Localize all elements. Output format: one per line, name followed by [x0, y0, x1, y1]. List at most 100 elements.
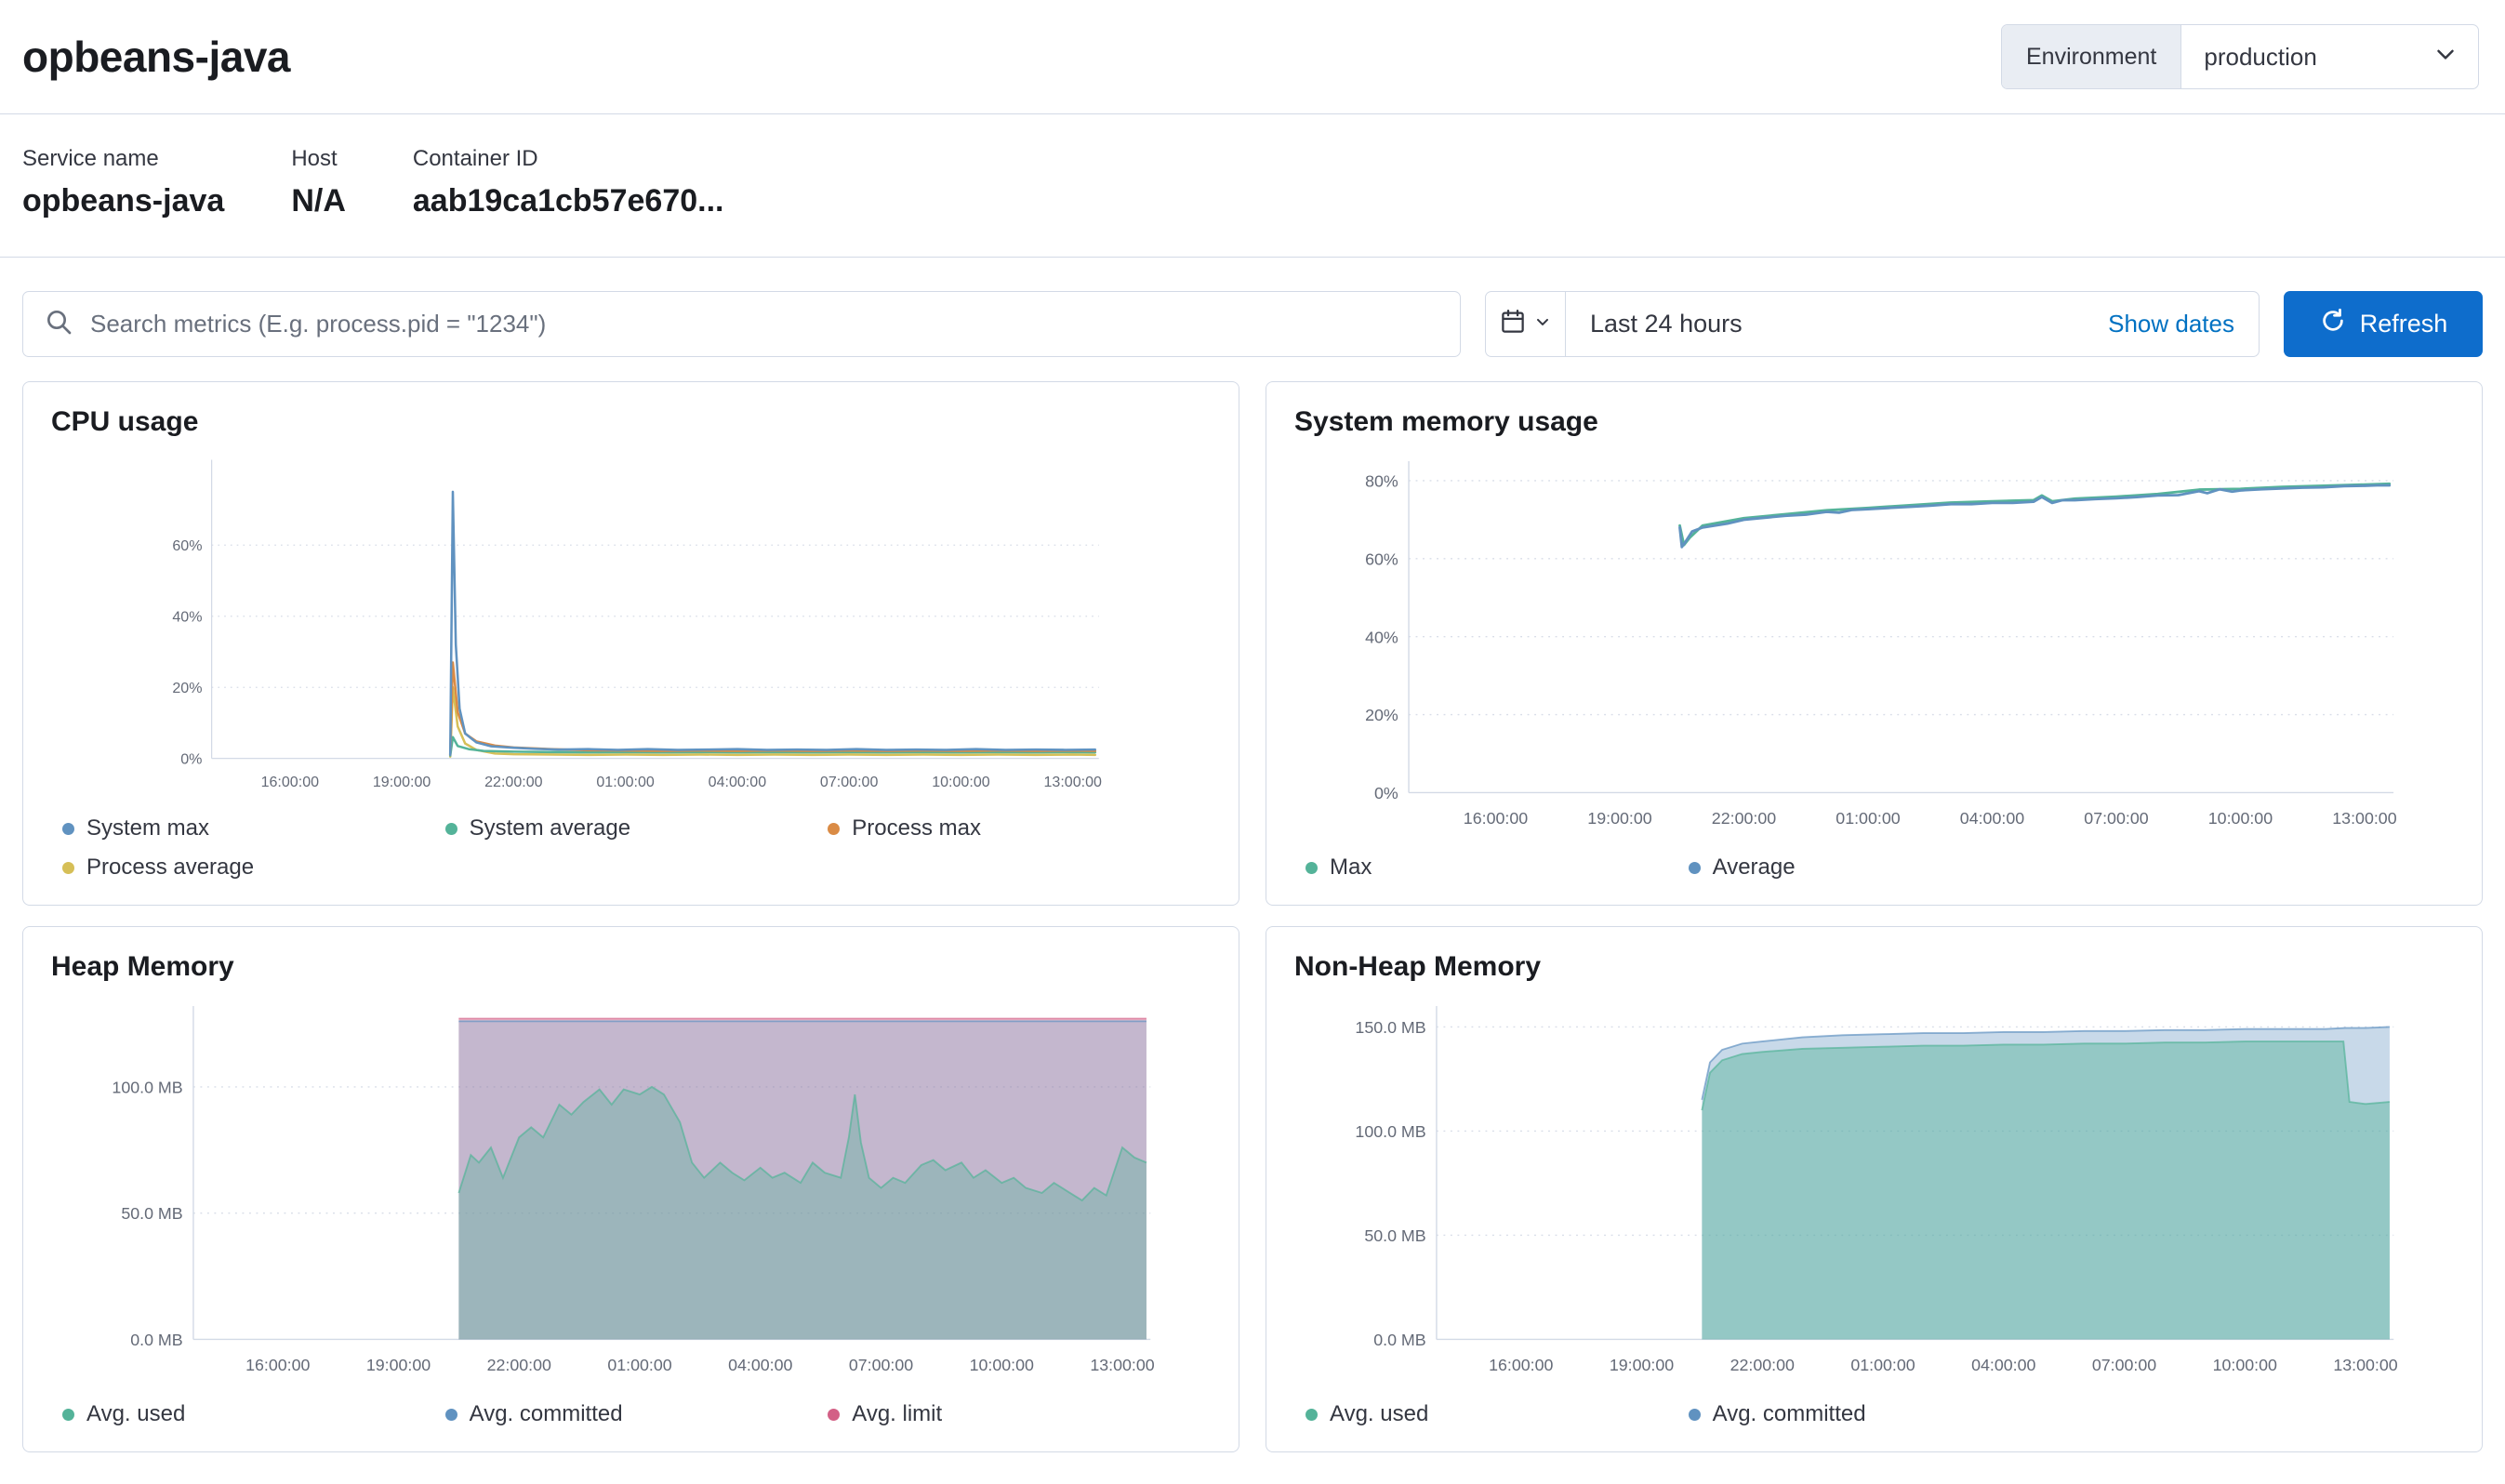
- svg-text:80%: 80%: [1365, 472, 1398, 491]
- host-block: Host N/A: [291, 146, 346, 219]
- container-id-block: Container ID aab19ca1cb57e670...: [413, 146, 724, 219]
- svg-text:150.0 MB: 150.0 MB: [1355, 1018, 1425, 1037]
- non-heap-memory-legend: Avg. used Avg. committed: [1294, 1401, 2454, 1427]
- svg-text:13:00:00: 13:00:00: [1090, 1356, 1154, 1374]
- svg-text:20%: 20%: [172, 680, 202, 696]
- legend-item[interactable]: Avg. committed: [444, 1401, 828, 1427]
- heap-memory-title: Heap Memory: [51, 951, 234, 982]
- service-name-block: Service name opbeans-java: [22, 146, 224, 219]
- svg-text:13:00:00: 13:00:00: [2333, 1356, 2397, 1374]
- svg-text:19:00:00: 19:00:00: [1610, 1356, 1674, 1374]
- svg-text:16:00:00: 16:00:00: [245, 1356, 310, 1374]
- host-value: N/A: [291, 183, 346, 219]
- legend-label: Avg. limit: [852, 1401, 943, 1426]
- legend-label: System average: [469, 815, 631, 841]
- legend-dot-icon: [1688, 1408, 1701, 1421]
- cpu-usage-legend: System max System average Process max Proce…: [51, 815, 1211, 881]
- svg-text:07:00:00: 07:00:00: [2092, 1356, 2156, 1374]
- svg-text:10:00:00: 10:00:00: [2213, 1356, 2277, 1374]
- non-heap-memory-panel: Non-Heap Memory 0.0 MB 50.0 MB 100.0 MB 150…: [1266, 926, 2483, 1452]
- non-heap-memory-chart[interactable]: 0.0 MB 50.0 MB 100.0 MB 150.0 MB 16:00:00 19:…: [1294, 992, 2454, 1388]
- legend-item[interactable]: Max: [1306, 855, 1689, 881]
- heap-memory-legend: Avg. used Avg. committed Avg. limit: [51, 1401, 1211, 1427]
- system-memory-usage-panel: System memory usage 0% 20% 40% 60% 80% 16:00:…: [1266, 381, 2483, 906]
- svg-text:19:00:00: 19:00:00: [1587, 809, 1651, 828]
- svg-text:0.0 MB: 0.0 MB: [130, 1331, 182, 1349]
- svg-text:04:00:00: 04:00:00: [1960, 809, 2024, 828]
- legend-label: Avg. committed: [1712, 1401, 1866, 1426]
- svg-text:04:00:00: 04:00:00: [1971, 1356, 2035, 1374]
- search-icon: [44, 307, 73, 341]
- show-dates-link[interactable]: Show dates: [2108, 310, 2234, 338]
- refresh-button[interactable]: Refresh: [2284, 291, 2483, 357]
- legend-dot-icon: [1306, 861, 1318, 874]
- svg-text:0.0 MB: 0.0 MB: [1373, 1331, 1425, 1349]
- legend-label: Max: [1330, 855, 1372, 880]
- date-picker: Last 24 hours Show dates: [1485, 291, 2260, 357]
- system-memory-usage-chart[interactable]: 0% 20% 40% 60% 80% 16:00:00 19:00:00 22:00:00 01…: [1294, 447, 2454, 841]
- svg-text:0%: 0%: [180, 751, 202, 768]
- chevron-down-icon: [2432, 40, 2459, 74]
- svg-text:07:00:00: 07:00:00: [2084, 809, 2148, 828]
- search-metrics-input[interactable]: [88, 309, 1439, 339]
- page-title: opbeans-java: [22, 33, 291, 81]
- svg-text:04:00:00: 04:00:00: [728, 1356, 792, 1374]
- svg-text:22:00:00: 22:00:00: [1730, 1356, 1795, 1374]
- legend-item[interactable]: System average: [444, 815, 828, 841]
- legend-dot-icon: [828, 822, 841, 835]
- time-range-value[interactable]: Last 24 hours: [1590, 310, 1743, 338]
- legend-item[interactable]: Avg. limit: [828, 1401, 1211, 1427]
- legend-dot-icon: [62, 1408, 74, 1421]
- legend-label: Process max: [852, 815, 981, 841]
- legend-item[interactable]: System max: [62, 815, 445, 841]
- legend-item[interactable]: Process max: [828, 815, 1211, 841]
- svg-text:60%: 60%: [1365, 550, 1398, 568]
- svg-text:50.0 MB: 50.0 MB: [121, 1204, 182, 1223]
- legend-label: Process average: [86, 855, 255, 880]
- container-id-label: Container ID: [412, 146, 538, 171]
- svg-text:16:00:00: 16:00:00: [1464, 809, 1528, 828]
- svg-text:10:00:00: 10:00:00: [2208, 809, 2273, 828]
- svg-text:04:00:00: 04:00:00: [709, 774, 767, 790]
- refresh-button-label: Refresh: [2359, 310, 2448, 338]
- cpu-usage-panel: CPU usage 0% 20% 40% 60% 16:00:00 19:00:00 22:…: [22, 381, 1239, 906]
- svg-text:100.0 MB: 100.0 MB: [112, 1078, 182, 1096]
- svg-text:19:00:00: 19:00:00: [366, 1356, 431, 1374]
- legend-item[interactable]: Avg. committed: [1688, 1401, 2072, 1427]
- svg-text:07:00:00: 07:00:00: [820, 774, 879, 790]
- legend-dot-icon: [62, 822, 74, 835]
- host-label: Host: [291, 146, 338, 171]
- quick-select-date-button[interactable]: [1486, 292, 1566, 356]
- cpu-usage-chart[interactable]: 0% 20% 40% 60% 16:00:00 19:00:00 22:00:00 01:00…: [51, 447, 1211, 802]
- svg-text:22:00:00: 22:00:00: [487, 1356, 551, 1374]
- legend-item[interactable]: Process average: [62, 855, 445, 881]
- legend-dot-icon: [444, 822, 457, 835]
- svg-text:22:00:00: 22:00:00: [484, 774, 543, 790]
- calendar-icon: [1499, 308, 1527, 340]
- svg-text:100.0 MB: 100.0 MB: [1355, 1122, 1425, 1141]
- heap-memory-panel: Heap Memory 0.0 MB 50.0 MB 100.0 MB 16:00:0…: [22, 926, 1239, 1452]
- environment-value-dropdown[interactable]: production: [2181, 25, 2478, 88]
- legend-item[interactable]: Avg. used: [62, 1401, 445, 1427]
- service-name-label: Service name: [22, 146, 159, 171]
- legend-dot-icon: [444, 1408, 457, 1421]
- svg-text:20%: 20%: [1365, 706, 1398, 724]
- system-memory-usage-legend: Max Average: [1294, 855, 2454, 881]
- svg-text:40%: 40%: [1365, 628, 1398, 646]
- legend-dot-icon: [1306, 1408, 1318, 1421]
- environment-select[interactable]: Environment production: [2001, 24, 2479, 89]
- search-box[interactable]: [22, 291, 1461, 357]
- legend-item[interactable]: Average: [1688, 855, 2072, 881]
- cpu-usage-title: CPU usage: [51, 406, 199, 437]
- legend-label: Avg. committed: [469, 1401, 623, 1426]
- svg-text:0%: 0%: [1374, 784, 1398, 802]
- legend-dot-icon: [1688, 861, 1701, 874]
- heap-memory-chart[interactable]: 0.0 MB 50.0 MB 100.0 MB 16:00:00 19:00:00 22:…: [51, 992, 1211, 1388]
- legend-dot-icon: [828, 1408, 841, 1421]
- legend-label: Avg. used: [1330, 1401, 1429, 1426]
- legend-item[interactable]: Avg. used: [1306, 1401, 1689, 1427]
- container-id-value: aab19ca1cb57e670...: [412, 183, 724, 219]
- svg-text:13:00:00: 13:00:00: [2332, 809, 2396, 828]
- service-info-bar: Service name opbeans-java Host N/A Conta…: [0, 114, 2505, 258]
- svg-text:16:00:00: 16:00:00: [261, 774, 320, 790]
